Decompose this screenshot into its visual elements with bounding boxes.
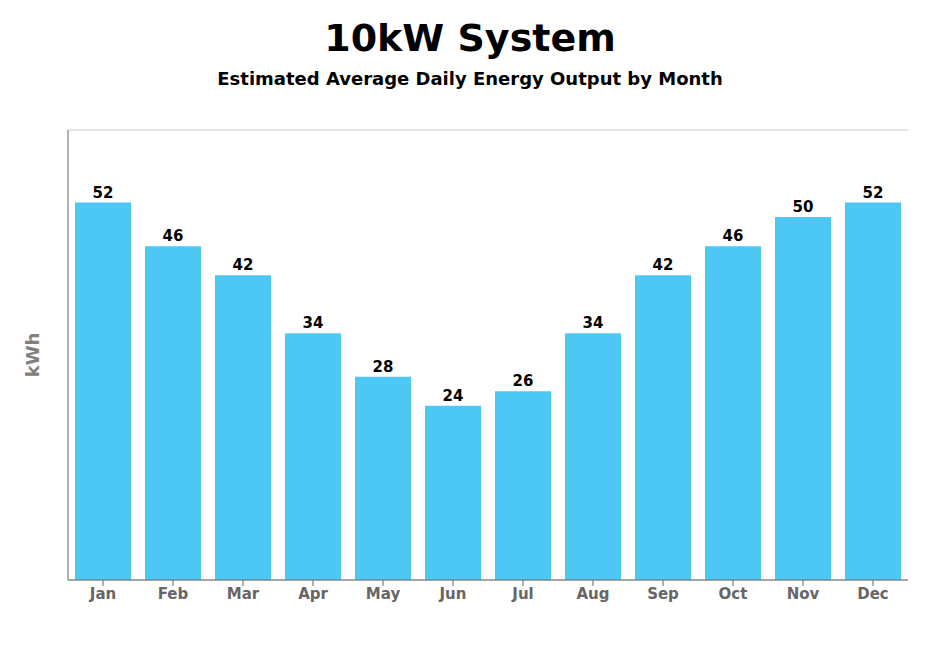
svg-text:Jul: Jul <box>511 585 533 603</box>
svg-text:52: 52 <box>93 184 114 202</box>
svg-text:50: 50 <box>793 198 814 216</box>
svg-text:Aug: Aug <box>576 585 609 603</box>
svg-text:Oct: Oct <box>719 585 748 603</box>
svg-text:42: 42 <box>233 256 254 274</box>
svg-text:Feb: Feb <box>158 585 189 603</box>
svg-text:Apr: Apr <box>298 585 328 603</box>
svg-text:Sep: Sep <box>647 585 679 603</box>
svg-text:34: 34 <box>583 314 604 332</box>
svg-text:52: 52 <box>863 184 884 202</box>
svg-text:Dec: Dec <box>857 585 889 603</box>
svg-text:24: 24 <box>443 387 464 405</box>
svg-text:Jun: Jun <box>439 585 467 603</box>
svg-text:46: 46 <box>163 227 184 245</box>
svg-text:Mar: Mar <box>227 585 260 603</box>
svg-text:Nov: Nov <box>787 585 820 603</box>
svg-text:34: 34 <box>303 314 324 332</box>
svg-text:42: 42 <box>653 256 674 274</box>
svg-text:May: May <box>366 585 401 603</box>
svg-text:28: 28 <box>373 358 394 376</box>
svg-text:46: 46 <box>723 227 744 245</box>
svg-text:26: 26 <box>513 372 534 390</box>
svg-text:Jan: Jan <box>89 585 116 603</box>
html-text:Estimated Average Daily Energy: Estimated Average Daily Energy Output by… <box>217 68 723 89</box>
svg-text:kWh: kWh <box>22 333 43 378</box>
html-text:10kW System: 10kW System <box>324 16 616 60</box>
